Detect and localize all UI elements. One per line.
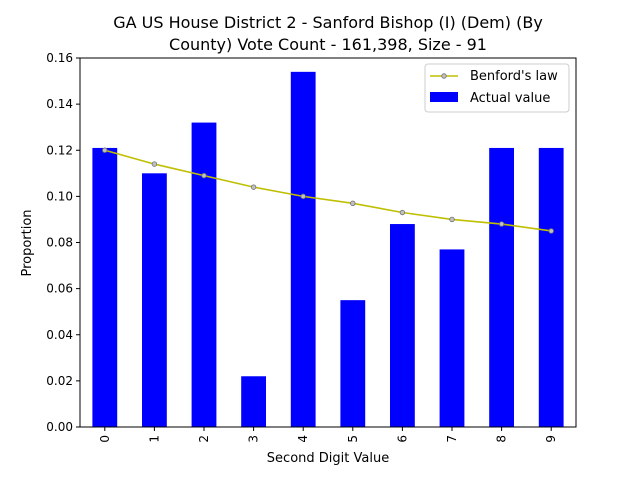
chart-title-line-1: GA US House District 2 - Sanford Bishop … xyxy=(113,13,543,32)
x-tick-label: 9 xyxy=(544,435,558,443)
bar-3 xyxy=(241,376,266,427)
legend-label-benford: Benford's law xyxy=(470,69,558,84)
y-tick-label: 0.04 xyxy=(46,328,73,342)
benford-point-5 xyxy=(350,200,356,206)
bar-4 xyxy=(290,71,316,428)
bar-2 xyxy=(191,122,217,427)
x-tick-label: 7 xyxy=(445,435,459,443)
y-axis-label: Proportion xyxy=(20,209,35,276)
benford-point-9 xyxy=(548,228,554,234)
benford-point-4 xyxy=(300,193,306,200)
bar-0 xyxy=(92,147,118,427)
bar-5 xyxy=(340,300,366,427)
x-tick-label: 3 xyxy=(247,435,261,443)
y-tick-label: 0.00 xyxy=(46,420,73,434)
bar-6 xyxy=(390,224,415,427)
legend-bar-swatch xyxy=(430,92,458,102)
x-tick-label: 4 xyxy=(296,435,310,443)
benford-line xyxy=(104,149,552,232)
benford-point-3 xyxy=(250,184,257,190)
legend-label-actual: Actual value xyxy=(470,91,550,106)
benford-point-6 xyxy=(399,209,406,216)
y-tick-label: 0.10 xyxy=(46,189,73,203)
legend: Benford's law Actual value xyxy=(424,63,570,113)
benford-point-0 xyxy=(102,147,108,153)
benford-point-7 xyxy=(449,216,455,223)
y-tick-label: 0.12 xyxy=(46,143,73,157)
legend-box xyxy=(424,63,570,113)
bar-1 xyxy=(142,173,167,427)
bar-8 xyxy=(489,147,514,427)
y-tick-label: 0.08 xyxy=(46,236,73,250)
bar-7 xyxy=(439,249,465,427)
legend-line-marker xyxy=(441,73,447,79)
benford-point-2 xyxy=(201,172,207,179)
benford-point-8 xyxy=(498,221,505,227)
x-axis-label: Second Digit Value xyxy=(267,451,389,466)
y-tick-label: 0.16 xyxy=(46,51,73,65)
x-tick-label: 5 xyxy=(346,435,360,443)
y-tick-label: 0.06 xyxy=(46,282,73,296)
benford-point-1 xyxy=(151,161,158,167)
y-tick-label: 0.14 xyxy=(46,97,73,111)
x-tick-label: 1 xyxy=(147,435,161,443)
plot-area: 0.00 0.02 0.04 0.06 0.08 0.10 0.12 0.14 0.16 0 1 2 3… xyxy=(46,51,577,443)
x-tick-label: 6 xyxy=(395,435,409,443)
x-tick-label: 0 xyxy=(98,435,112,443)
x-tick-label: 8 xyxy=(495,435,509,443)
y-tick-label: 0.02 xyxy=(46,374,73,388)
bar-9 xyxy=(538,147,564,427)
x-tick-label: 2 xyxy=(197,435,211,443)
chart-title-line-2: County) Vote Count - 161,398, Size - 91 xyxy=(169,35,487,54)
